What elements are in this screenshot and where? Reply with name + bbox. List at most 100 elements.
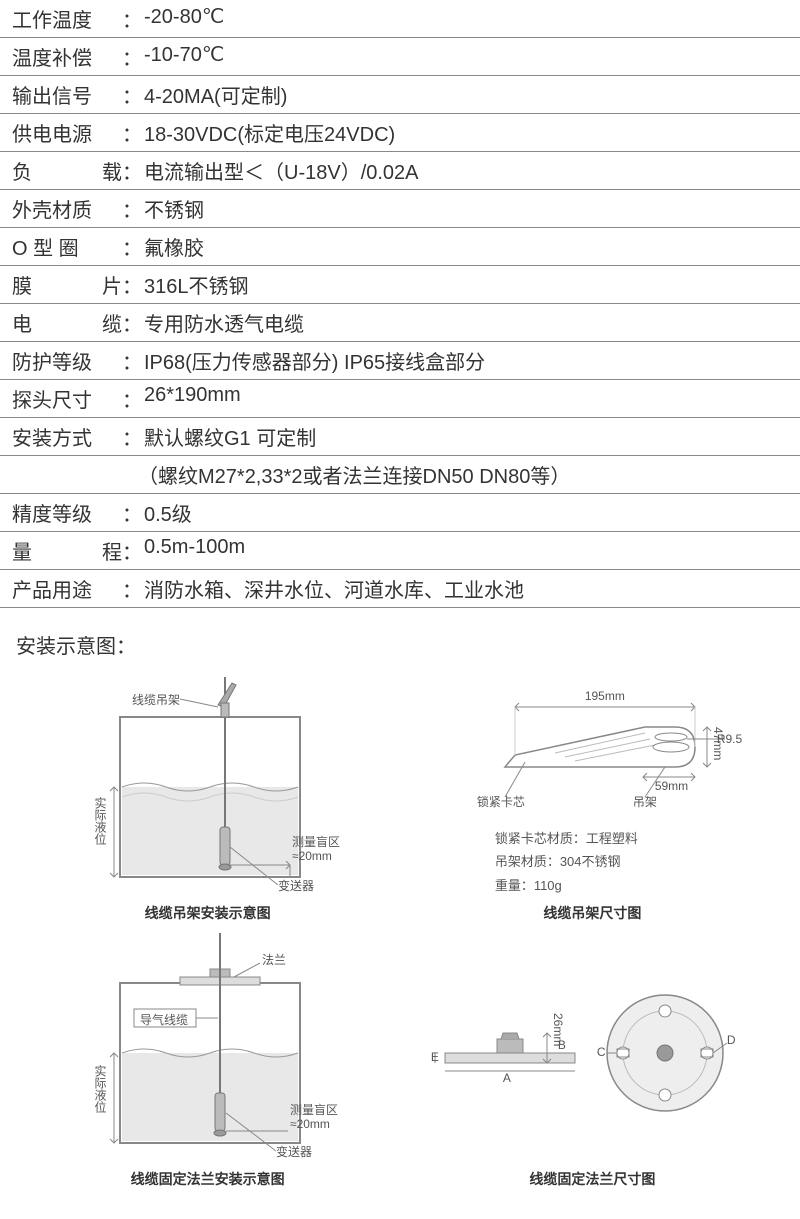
spec-value: -20-80℃: [144, 4, 800, 29]
spec-row: 供电电源：18-30VDC(标定电压24VDC): [0, 114, 800, 152]
d2-r: R9.5: [717, 732, 742, 746]
spec-colon: ：: [122, 80, 144, 109]
spec-value: IP68(压力传感器部分) IP65接线盒部分: [144, 346, 800, 375]
spec-label: 精度等级: [12, 498, 122, 527]
spec-label: 电缆: [12, 308, 122, 337]
spec-colon: ：: [122, 232, 144, 261]
d2-mat2: 吊架材质：304不锈钢: [495, 850, 770, 873]
spec-value: 专用防水透气电缆: [144, 308, 800, 337]
section-title: 安装示意图：: [0, 608, 800, 667]
d2-lock: 锁紧卡芯: [477, 793, 525, 810]
spec-value: 316L不锈钢: [144, 270, 800, 299]
spec-label: 产品用途: [12, 574, 122, 603]
spec-label: O 型 圈: [12, 232, 122, 261]
d4-B: B: [558, 1038, 566, 1052]
d1-blind-label: 测量盲区: [292, 833, 340, 850]
spec-colon: ：: [122, 4, 144, 33]
spec-colon: ：: [122, 536, 144, 565]
spec-value: 4-20MA(可定制): [144, 80, 800, 109]
d4-D: D: [727, 1033, 736, 1047]
spec-row: 精度等级：0.5级: [0, 494, 800, 532]
spec-row-extra: （螺纹M27*2,33*2或者法兰连接DN50 DN80等）: [0, 456, 800, 494]
spec-row: 输出信号：4-20MA(可定制): [0, 76, 800, 114]
diagram-4: 26mm E A B C D 线缆固定法兰尺寸图: [415, 933, 770, 1189]
spec-table: 工作温度：-20-80℃温度补偿：-10-70℃输出信号：4-20MA(可定制)…: [0, 0, 800, 608]
spec-row: 探头尺寸：26*190mm: [0, 380, 800, 418]
d2-weight: 重量：110g: [495, 874, 770, 897]
spec-colon: ：: [122, 194, 144, 223]
spec-colon: ：: [122, 42, 144, 71]
spec-colon: ：: [122, 118, 144, 147]
spec-colon: ：: [122, 270, 144, 299]
spec-label: 输出信号: [12, 80, 122, 109]
d1-caption: 线缆吊架安装示意图: [30, 903, 385, 923]
spec-value: 默认螺纹G1 可定制: [144, 422, 800, 451]
spec-row: O 型 圈：氟橡胶: [0, 228, 800, 266]
d3-flange: 法兰: [262, 951, 286, 968]
d2-mat1: 锁紧卡芯材质：工程塑料: [495, 827, 770, 850]
d2-w: 195mm: [585, 689, 625, 703]
spec-row: 工作温度：-20-80℃: [0, 0, 800, 38]
spec-colon: ：: [122, 422, 144, 451]
spec-colon: ：: [122, 574, 144, 603]
spec-label: 负载: [12, 156, 122, 185]
d3-cable: 导气线缆: [140, 1011, 188, 1028]
spec-label: 工作温度: [12, 4, 122, 33]
spec-label: 探头尺寸: [12, 384, 122, 413]
diagram-4-svg: [415, 933, 755, 1163]
spec-row: 温度补偿：-10-70℃: [0, 38, 800, 76]
spec-value: -10-70℃: [144, 42, 800, 67]
diagram-1-svg: [30, 677, 370, 897]
spec-row: 外壳材质：不锈钢: [0, 190, 800, 228]
spec-value: 氟橡胶: [144, 232, 800, 261]
spec-colon: ：: [122, 156, 144, 185]
spec-value: 26*190mm: [144, 384, 800, 407]
spec-row: 量程：0.5m-100m: [0, 532, 800, 570]
d2-h2: 59mm: [655, 779, 688, 793]
spec-value: 消防水箱、深井水位、河道水库、工业水池: [144, 574, 800, 603]
d2-hanger: 吊架: [633, 793, 657, 810]
spec-row: 电缆：专用防水透气电缆: [0, 304, 800, 342]
d4-C: C: [597, 1045, 606, 1059]
d1-cable-hanger-label: 线缆吊架: [132, 691, 180, 708]
diagram-1: 线缆吊架 实际液位 测量盲区 ≈20mm 变送器 线缆吊架安装示意图: [30, 677, 385, 923]
spec-colon: ：: [122, 498, 144, 527]
diagram-3: 法兰 导气线缆 实际液位 测量盲区 ≈20mm 变送器 线缆固定法兰安装示意图: [30, 933, 385, 1189]
spec-value: 不锈钢: [144, 194, 800, 223]
spec-label: 温度补偿: [12, 42, 122, 71]
spec-label: 膜片: [12, 270, 122, 299]
d4-caption: 线缆固定法兰尺寸图: [415, 1169, 770, 1189]
spec-colon: ：: [122, 384, 144, 413]
spec-label: 安装方式: [12, 422, 122, 451]
d1-blind-val: ≈20mm: [292, 849, 332, 863]
spec-value-extra: （螺纹M27*2,33*2或者法兰连接DN50 DN80等）: [12, 460, 570, 489]
spec-label: 供电电源: [12, 118, 122, 147]
spec-label: 外壳材质: [12, 194, 122, 223]
spec-label: 防护等级: [12, 346, 122, 375]
d3-caption: 线缆固定法兰安装示意图: [30, 1169, 385, 1189]
d4-A: A: [503, 1071, 511, 1085]
spec-colon: ：: [122, 346, 144, 375]
spec-label: 量程: [12, 536, 122, 565]
spec-row: 防护等级：IP68(压力传感器部分) IP65接线盒部分: [0, 342, 800, 380]
d1-level-label: 实际液位: [92, 797, 109, 845]
d3-level: 实际液位: [92, 1065, 109, 1113]
diagram-2: 195mm 47mm R9.5 59mm 锁紧卡芯 吊架 锁紧卡芯材质：工程塑料…: [415, 677, 770, 923]
d2-caption: 线缆吊架尺寸图: [415, 903, 770, 923]
d2-info: 锁紧卡芯材质：工程塑料 吊架材质：304不锈钢 重量：110g: [415, 827, 770, 897]
d4-E: E: [431, 1050, 439, 1064]
spec-row: 产品用途：消防水箱、深井水位、河道水库、工业水池: [0, 570, 800, 608]
spec-colon: ：: [122, 308, 144, 337]
diagram-row-2: 法兰 导气线缆 实际液位 测量盲区 ≈20mm 变送器 线缆固定法兰安装示意图: [30, 933, 770, 1189]
diagrams-container: 线缆吊架 实际液位 测量盲区 ≈20mm 变送器 线缆吊架安装示意图: [0, 667, 800, 1219]
diagram-row-1: 线缆吊架 实际液位 测量盲区 ≈20mm 变送器 线缆吊架安装示意图: [30, 677, 770, 923]
d3-blind: 测量盲区: [290, 1101, 338, 1118]
spec-value: 18-30VDC(标定电压24VDC): [144, 118, 800, 147]
spec-value: 电流输出型＜（U-18V）/0.02A: [144, 156, 800, 185]
spec-row: 膜片：316L不锈钢: [0, 266, 800, 304]
spec-value: 0.5级: [144, 498, 800, 527]
d1-transmitter-label: 变送器: [278, 877, 314, 894]
spec-value: 0.5m-100m: [144, 536, 800, 559]
spec-row: 负载：电流输出型＜（U-18V）/0.02A: [0, 152, 800, 190]
spec-row: 安装方式：默认螺纹G1 可定制: [0, 418, 800, 456]
